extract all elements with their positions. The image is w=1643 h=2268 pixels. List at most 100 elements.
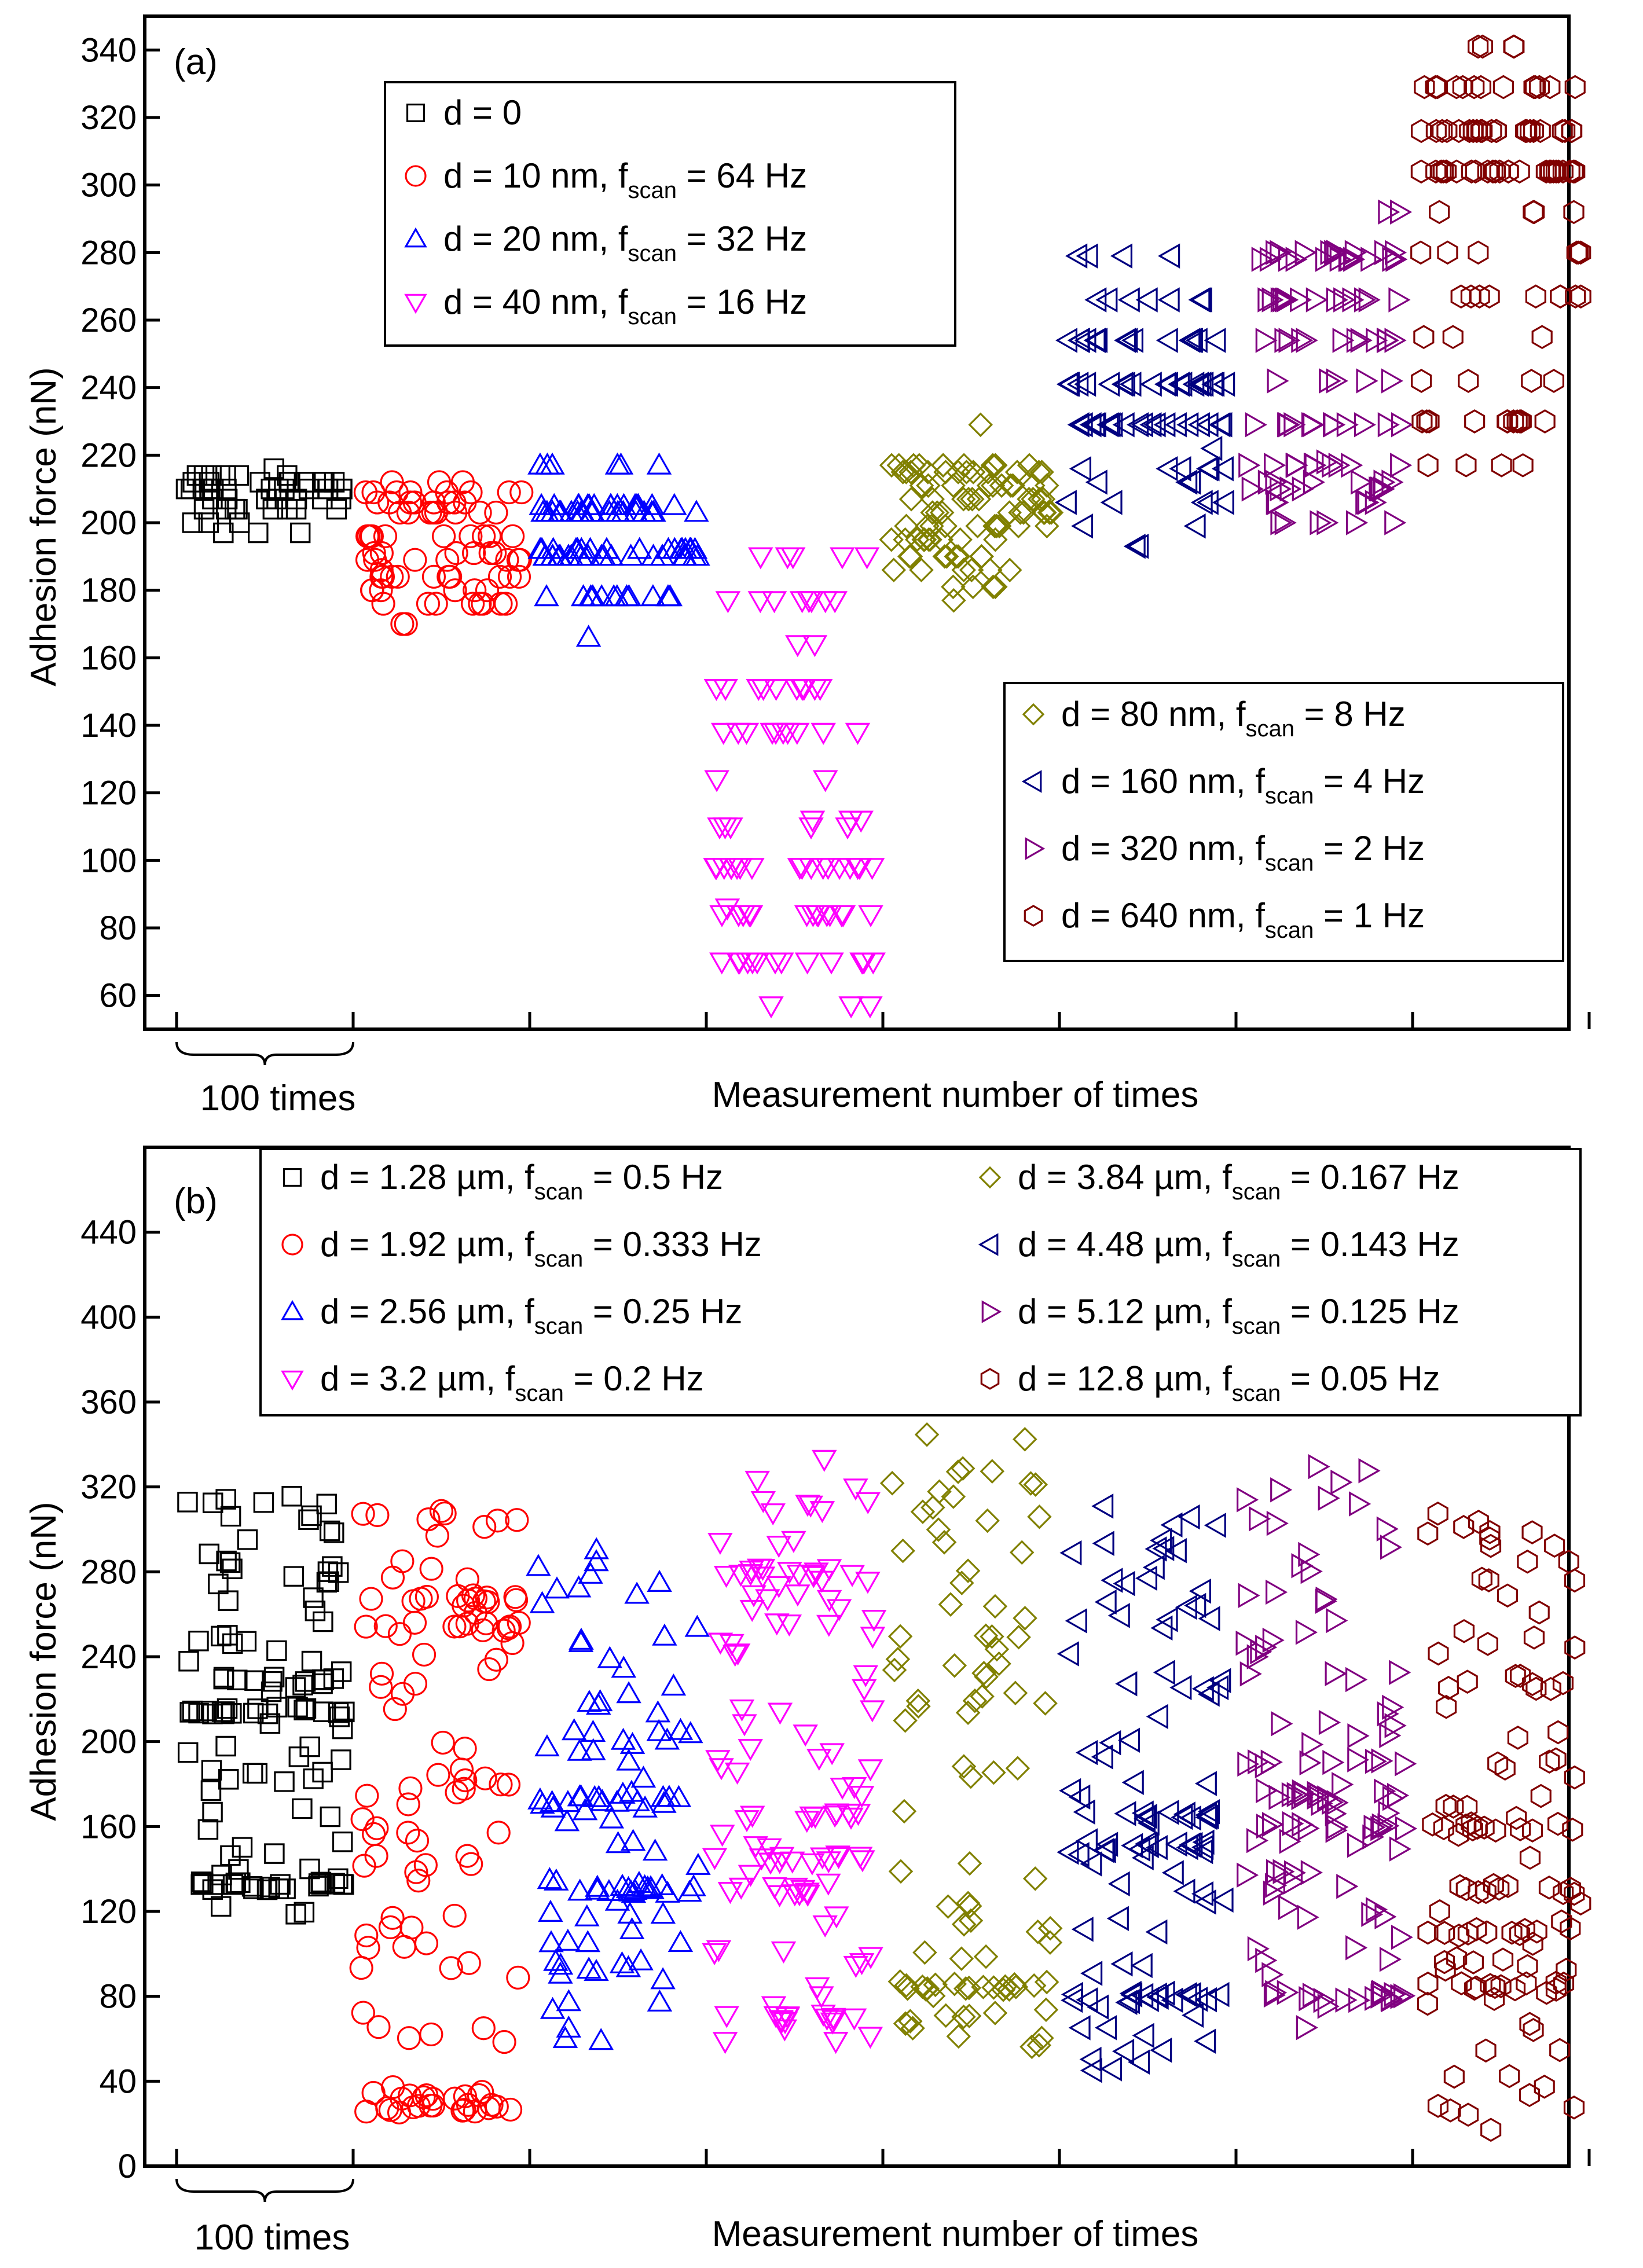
data-point-triangle-left (1139, 412, 1162, 438)
data-point-triangle-down (736, 905, 762, 927)
data-point-hexagon (1547, 1811, 1569, 1836)
data-point-diamond (1021, 486, 1046, 512)
data-point-square (256, 1879, 278, 1900)
data-point-triangle-up (581, 1738, 606, 1760)
data-point-circle (358, 524, 383, 548)
data-point-triangle-left (1123, 534, 1146, 559)
data-point-triangle-right (1266, 1579, 1288, 1605)
data-point-triangle-left (1087, 1994, 1109, 2020)
data-point-triangle-down (728, 1565, 754, 1587)
data-point-hexagon (1468, 1880, 1489, 1904)
data-point-triangle-right (1362, 1824, 1385, 1850)
data-point-triangle-up (661, 1673, 687, 1696)
data-point-triangle-down (852, 1679, 877, 1701)
data-point-triangle-up (575, 544, 601, 566)
data-point-circle (435, 548, 460, 572)
data-point-diamond (1023, 1472, 1048, 1497)
data-point-triangle-down (743, 1836, 768, 1859)
data-point-square (301, 1505, 322, 1526)
data-point-triangle-left (1099, 2056, 1123, 2082)
data-point-triangle-right (1238, 1583, 1260, 1609)
data-point-circle (501, 524, 525, 548)
data-point-triangle-left (1074, 372, 1096, 397)
data-point-square (262, 1671, 283, 1692)
data-point-triangle-down (707, 1632, 734, 1655)
data-point-circle (406, 1869, 431, 1893)
data-point-hexagon (1516, 119, 1538, 144)
data-point-circle (489, 592, 513, 616)
data-point-circle (415, 2083, 439, 2108)
hundred-times-brace (175, 1041, 354, 1066)
data-point-diamond (959, 557, 984, 582)
data-point-triangle-right (1237, 1487, 1259, 1513)
data-point-diamond (1017, 486, 1041, 512)
legend-entry: d = 0 (406, 93, 522, 132)
data-point-hexagon (1516, 1971, 1537, 1996)
data-point-square (292, 1675, 313, 1696)
data-point-diamond (981, 574, 1006, 600)
data-point-triangle-up (620, 1829, 646, 1851)
data-point-diamond (933, 460, 958, 485)
data-point-triangle-down (780, 547, 806, 570)
data-point-triangle-right (1316, 510, 1339, 535)
data-point-diamond (956, 2003, 982, 2028)
data-point-circle (369, 1675, 393, 1699)
data-point-hexagon (1556, 1958, 1577, 1982)
data-point-diamond (930, 453, 956, 478)
data-point-diamond (942, 1971, 967, 1997)
data-point-triangle-up (597, 493, 624, 515)
y-tick-label: 160 (80, 639, 137, 677)
data-point-hexagon (1480, 1973, 1501, 1998)
data-point-circle (381, 2075, 405, 2100)
data-point-hexagon (1506, 409, 1528, 434)
data-point-circle (475, 578, 500, 603)
data-point-triangle-down (739, 1599, 765, 1623)
data-point-square (274, 1771, 295, 1792)
data-point-diamond (1003, 1680, 1028, 1705)
data-point-triangle-left (1207, 1981, 1230, 2008)
data-point-triangle-left (1135, 1803, 1157, 1829)
panel-b-legend: d = 1.28 µm, fscan = 0.5 Hz d = 1.92 µm, … (259, 1148, 1582, 1416)
data-point-triangle-up (626, 1870, 652, 1893)
data-point-square (216, 478, 237, 500)
data-point-circle (356, 1936, 380, 1960)
data-point-circle (354, 1614, 378, 1639)
data-point-triangle-right (1247, 1936, 1270, 1962)
data-point-diamond (942, 1653, 967, 1678)
data-point-triangle-left (1146, 1984, 1169, 2010)
data-point-triangle-down (789, 858, 815, 880)
data-point-triangle-down (726, 952, 752, 975)
data-point-triangle-left (1135, 287, 1158, 313)
data-point-triangle-left (1107, 1603, 1130, 1628)
data-point-circle (421, 2087, 445, 2111)
data-point-diamond (973, 1623, 999, 1649)
data-point-triangle-up (650, 544, 675, 566)
data-point-diamond (971, 1975, 996, 1999)
data-point-triangle-left (1152, 1536, 1175, 1561)
y-tick-label: 100 (80, 842, 137, 879)
data-point-square (202, 1704, 223, 1724)
data-point-triangle-down (767, 1702, 793, 1725)
data-point-triangle-right (1335, 1987, 1358, 2013)
data-point-triangle-left (1157, 287, 1180, 313)
data-point-circle (472, 1515, 497, 1539)
data-point-circle (497, 480, 521, 505)
data-point-diamond (927, 1479, 952, 1504)
data-point-hexagon (1461, 159, 1482, 184)
data-point-square (248, 522, 269, 544)
y-tick-label: 200 (80, 504, 137, 542)
data-point-triangle-left (1142, 1554, 1165, 1580)
data-point-square (334, 1701, 355, 1723)
legend-entry: d = 40 nm, fscan = 16 Hz (404, 282, 807, 329)
data-point-diamond (969, 544, 994, 569)
data-point-triangle-left (1180, 1832, 1203, 1858)
data-point-triangle-down (855, 1572, 881, 1594)
data-point-diamond (982, 1594, 1008, 1619)
data-point-triangle-right (1326, 287, 1348, 313)
data-point-hexagon (1528, 1600, 1550, 1625)
data-point-square (324, 472, 345, 493)
y-tick-label: 320 (80, 99, 137, 137)
data-point-triangle-right (1274, 510, 1297, 535)
data-point-hexagon (1509, 1922, 1531, 1946)
data-point-triangle-up (552, 2025, 578, 2048)
